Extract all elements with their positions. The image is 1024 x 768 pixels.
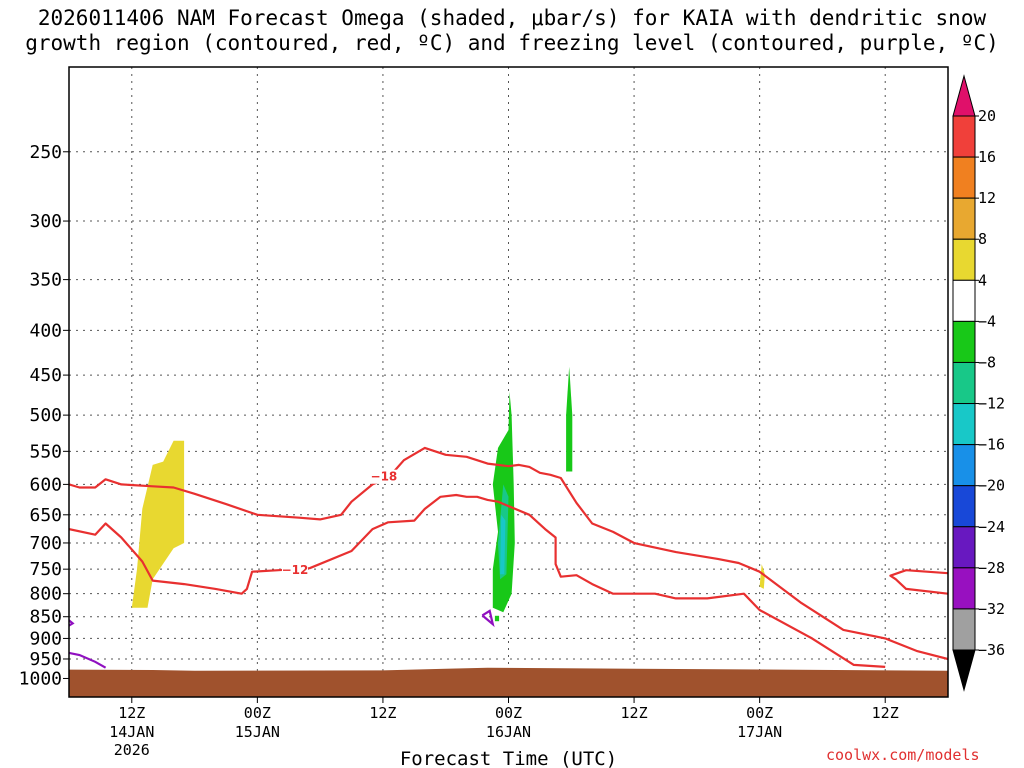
- colorbar-tick-label: 8: [978, 230, 987, 248]
- colorbar-tick-label: 20: [978, 107, 996, 125]
- freezing-level-line: [69, 619, 75, 627]
- omega-region: [494, 615, 500, 622]
- contour-line: [889, 569, 948, 595]
- ytick-label: 300: [29, 211, 62, 232]
- x-axis-label: Forecast Time (UTC): [400, 748, 617, 768]
- colorbar-tick-label: −24: [978, 518, 1005, 536]
- xtick-label: 12Z: [621, 704, 648, 722]
- contour-label-bg: [281, 563, 308, 578]
- colorbar-swatch: [952, 156, 976, 199]
- plot-area: −12 −18: [69, 67, 948, 697]
- colorbar-tick-label: −28: [978, 559, 1005, 577]
- colorbar-bottom-arrow: [952, 649, 976, 692]
- xtick-label: 12Z: [872, 704, 899, 722]
- plot-content: −12 −18: [69, 67, 948, 697]
- colorbar-tick-label: 4: [978, 271, 987, 289]
- xtick-label: 00Z: [746, 704, 773, 722]
- colorbar-swatch: [952, 608, 976, 651]
- ytick-label: 400: [29, 320, 62, 341]
- ytick-label: 750: [29, 559, 62, 580]
- contour-line: [69, 493, 886, 668]
- ytick-label: 950: [29, 649, 62, 670]
- xtick-date: 14JAN: [109, 723, 154, 741]
- colorbar-swatch: [952, 279, 976, 322]
- xtick-date: 15JAN: [235, 723, 280, 741]
- colorbar-tick-label: −20: [978, 477, 1005, 495]
- chart-title: 2026011406 NAM Forecast Omega (shaded, μ…: [25, 6, 999, 55]
- colorbar: 20 16 12 8 4 −4 −8 −12 −16 −20 −24 −28 −32 −36: [952, 74, 1005, 692]
- axes: 2503003504004505005506006507007508008509…: [19, 66, 949, 768]
- omega-region: [759, 564, 765, 589]
- terrain-fill: [69, 667, 948, 697]
- colorbar-tick-label: −4: [978, 312, 996, 330]
- xtick-date: 17JAN: [737, 723, 782, 741]
- colorbar-tick-label: −8: [978, 353, 996, 371]
- colorbar-swatch: [952, 403, 976, 446]
- ytick-label: 800: [29, 584, 62, 605]
- ytick-label: 350: [29, 270, 62, 291]
- ytick-label: 650: [29, 505, 62, 526]
- colorbar-top-arrow: [952, 74, 976, 117]
- colorbar-swatch: [952, 567, 976, 610]
- xtick-date: 16JAN: [486, 723, 531, 741]
- colorbar-tick-label: −16: [978, 436, 1005, 454]
- contour-line: [69, 446, 948, 661]
- colorbar-swatch: [952, 115, 976, 158]
- colorbar-tick-label: −36: [978, 641, 1005, 659]
- omega-region: [500, 514, 506, 575]
- colorbar-swatch: [952, 526, 976, 569]
- colorbar-swatch: [952, 485, 976, 528]
- colorbar-swatch: [952, 238, 976, 281]
- colorbar-tick-label: 16: [978, 148, 996, 166]
- ytick-label: 850: [29, 607, 62, 628]
- ytick-label: 1000: [19, 668, 62, 689]
- ytick-label: 250: [29, 142, 62, 163]
- freezing-level-line: [69, 651, 107, 669]
- colorbar-swatch: [952, 197, 976, 240]
- ytick-label: 550: [29, 441, 62, 462]
- colorbar-swatch: [952, 320, 976, 363]
- ytick-label: 450: [29, 365, 62, 386]
- ytick-label: 500: [29, 405, 62, 426]
- contour-label: −12: [282, 563, 309, 577]
- xtick-label: 00Z: [495, 704, 522, 722]
- colorbar-tick-label: −32: [978, 600, 1005, 618]
- omega-region: [566, 366, 573, 472]
- xtick-label: 12Z: [118, 704, 145, 722]
- colorbar-tick-label: −12: [978, 395, 1005, 413]
- xtick-label: 00Z: [244, 704, 271, 722]
- watermark[interactable]: coolwx.com/models: [826, 746, 980, 764]
- freezing-level-line: [481, 609, 495, 628]
- colorbar-swatch: [952, 444, 976, 487]
- colorbar-swatch: [952, 361, 976, 405]
- ytick-label: 600: [29, 474, 62, 495]
- contour-label-bg: [370, 469, 397, 484]
- ytick-label: 700: [29, 533, 62, 554]
- xtick-year: 2026: [114, 741, 150, 759]
- ytick-label: 900: [29, 628, 62, 649]
- xtick-label: 12Z: [369, 704, 396, 722]
- colorbar-tick-label: 12: [978, 189, 996, 207]
- contour-label: −18: [371, 470, 398, 484]
